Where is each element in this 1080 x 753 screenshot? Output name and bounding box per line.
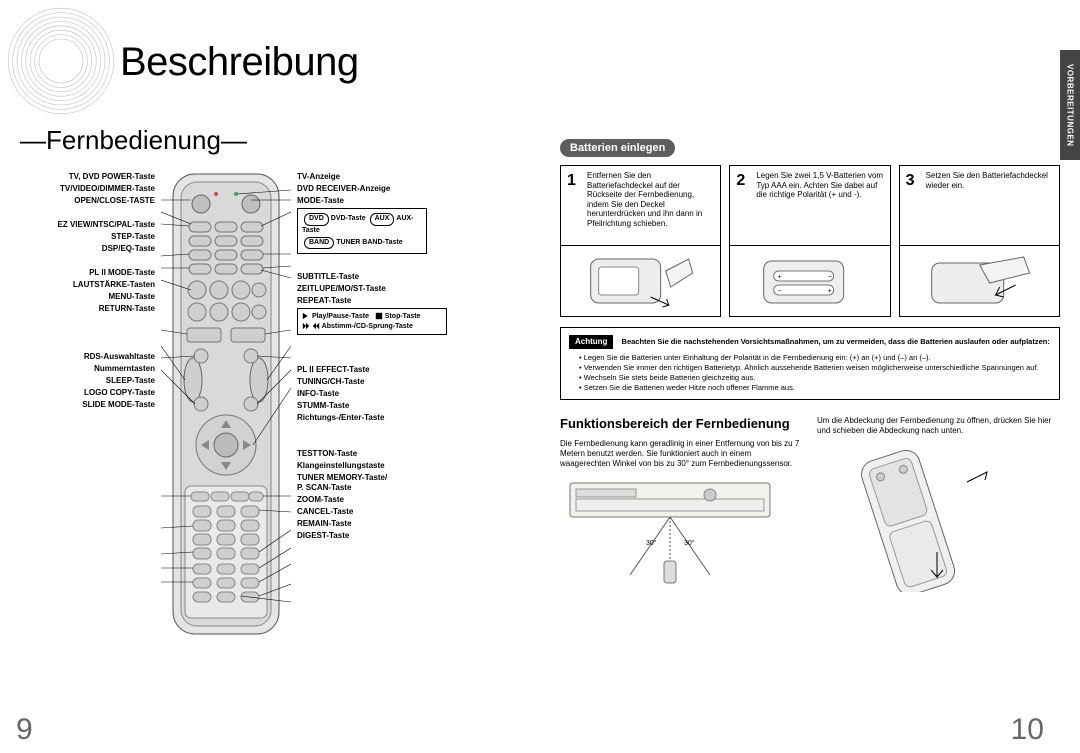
step-number: 1	[567, 171, 576, 190]
left-page: Beschreibung —Fernbedienung— TV, DVD POW…	[0, 0, 540, 753]
caution-box: Achtung Beachten Sie die nachstehenden V…	[560, 327, 1060, 400]
svg-text:+: +	[778, 274, 782, 281]
remote-label: SLEEP-Taste	[20, 376, 155, 386]
remote-label: EZ VIEW/NTSC/PAL-Taste	[20, 220, 155, 230]
step-text: Setzen Sie den Batteriefachdeckel wieder…	[926, 171, 1048, 190]
svg-text:+: +	[828, 288, 832, 295]
remote-label	[297, 437, 432, 447]
remote-label: STEP-Taste	[20, 232, 155, 242]
remote-label: STUMM-Taste	[297, 401, 432, 411]
caution-item: Wechseln Sie stets beide Batterien gleic…	[579, 373, 1051, 383]
remote-label: MENU-Taste	[20, 292, 155, 302]
battery-step: 2 Legen Sie zwei 1,5 V-Batterien vom Typ …	[729, 165, 890, 317]
remote-label: TV-Anzeige	[297, 172, 432, 182]
page-number-left: 9	[16, 713, 33, 747]
remote-labels-left: TV, DVD POWER-Taste TV/VIDEO/DIMMER-Taste…	[20, 170, 155, 412]
remote-label: TV, DVD POWER-Taste	[20, 172, 155, 182]
remote-label	[297, 260, 432, 270]
remote-label: DSP/EQ-Taste	[20, 244, 155, 254]
remote-label: RDS-Auswahltaste	[20, 352, 155, 362]
svg-text:−: −	[778, 288, 782, 295]
remote-label: REPEAT-Taste	[297, 296, 432, 306]
mode-legend-box: DVDDVD-Taste AUXAUX-TasteBANDTUNER BAND-…	[297, 208, 427, 254]
remote-label: SUBTITLE-Taste	[297, 272, 432, 282]
remote-label: PL II EFFECT-Taste	[297, 365, 432, 375]
step-number: 3	[906, 171, 915, 190]
caution-heading: Beachten Sie die nachstehenden Vorsichts…	[622, 337, 1050, 346]
remote-label: DIGEST-Taste	[297, 531, 432, 541]
svg-text:30°: 30°	[646, 539, 657, 547]
remote-label	[20, 208, 155, 218]
remote-label	[20, 256, 155, 266]
remote-label: CANCEL-Taste	[297, 507, 432, 517]
page-number-right: 10	[1011, 713, 1044, 747]
remote-label: TV/VIDEO/DIMMER-Taste	[20, 184, 155, 194]
remote-cover-diagram	[817, 442, 1027, 592]
battery-steps: 1 Entfernen Sie den Batteriefachdeckel au…	[560, 165, 1060, 317]
remote-label: LOGO COPY-Taste	[20, 388, 155, 398]
remote-label: TESTTON-Taste	[297, 449, 432, 459]
range-section: Funktionsbereich der Fernbedienung Die F…	[560, 416, 1060, 595]
battery-section-head: Batterien einlegen	[560, 139, 675, 157]
remote-label: PL II MODE-Taste	[20, 268, 155, 278]
remote-label	[297, 353, 432, 363]
remote-label	[20, 316, 155, 326]
battery-step: 1 Entfernen Sie den Batteriefachdeckel au…	[560, 165, 721, 317]
svg-text:30°: 30°	[684, 539, 695, 547]
remote-label: TUNING/CH-Taste	[297, 377, 432, 387]
remote-label: LAUTSTÄRKE-Tasten	[20, 280, 155, 290]
remote-label: Richtungs-/Enter-Taste	[297, 413, 432, 423]
step-illustration	[900, 246, 1059, 316]
remote-label: REMAIN-Taste	[297, 519, 432, 529]
range-right-text: Um die Abdeckung der Fernbedienung zu öf…	[817, 416, 1060, 436]
caution-badge: Achtung	[569, 335, 613, 349]
remote-label	[297, 341, 432, 351]
remote-labels-right: TV-Anzeige DVD RECEIVER-Anzeige MODE-Taste…	[297, 170, 432, 543]
remote-label: TUNER MEMORY-Taste/ P. SCAN-Taste	[297, 473, 432, 493]
range-title: Funktionsbereich der Fernbedienung	[560, 416, 803, 432]
remote-label	[20, 328, 155, 338]
caution-list: Legen Sie die Batterien unter Einhaltung…	[569, 353, 1051, 392]
remote-label: Nummerntasten	[20, 364, 155, 374]
right-page: VORBEREITUNGEN Batterien einlegen 1 Entfe…	[540, 0, 1080, 753]
step-text: Entfernen Sie den Batteriefachdeckel auf…	[587, 171, 702, 228]
transport-legend-box: Play/Pause-Taste Stop-Taste Abstimm-/CD-…	[297, 308, 447, 335]
remote-label: INFO-Taste	[297, 389, 432, 399]
caution-item: Verwenden Sie immer den richtigen Batter…	[579, 363, 1051, 373]
caution-item: Legen Sie die Batterien unter Einhaltung…	[579, 353, 1051, 363]
remote-label	[20, 340, 155, 350]
chapter-title: Beschreibung	[120, 40, 520, 85]
remote-label: ZOOM-Taste	[297, 495, 432, 505]
step-illustration: + − − +	[730, 246, 889, 316]
remote-diagram: TV, DVD POWER-Taste TV/VIDEO/DIMMER-Taste…	[20, 170, 520, 640]
remote-illustration	[161, 170, 291, 640]
remote-label	[297, 425, 432, 435]
step-number: 2	[736, 171, 745, 190]
step-illustration	[561, 246, 720, 316]
remote-label: MODE-Taste	[297, 196, 432, 206]
remote-label: ZEITLUPE/MO/ST-Taste	[297, 284, 432, 294]
range-diagram: 30° 30°	[560, 475, 780, 585]
battery-step: 3 Setzen Sie den Batteriefachdeckel wiede…	[899, 165, 1060, 317]
range-left-text: Die Fernbedienung kann geradlinig in ein…	[560, 439, 803, 469]
corner-ornament	[6, 6, 116, 116]
remote-label: RETURN-Taste	[20, 304, 155, 314]
remote-label: OPEN/CLOSE-TASTE	[20, 196, 155, 206]
section-subtitle: —Fernbedienung—	[20, 125, 520, 156]
remote-label: DVD RECEIVER-Anzeige	[297, 184, 432, 194]
caution-item: Setzen Sie die Batterien weder Hitze noc…	[579, 383, 1051, 393]
remote-label: Klangeinstellungstaste	[297, 461, 432, 471]
svg-text:−: −	[828, 274, 832, 281]
step-text: Legen Sie zwei 1,5 V-Batterien vom Typ A…	[756, 171, 883, 199]
remote-label: SLIDE MODE-Taste	[20, 400, 155, 410]
chapter-tab: VORBEREITUNGEN	[1060, 50, 1080, 160]
